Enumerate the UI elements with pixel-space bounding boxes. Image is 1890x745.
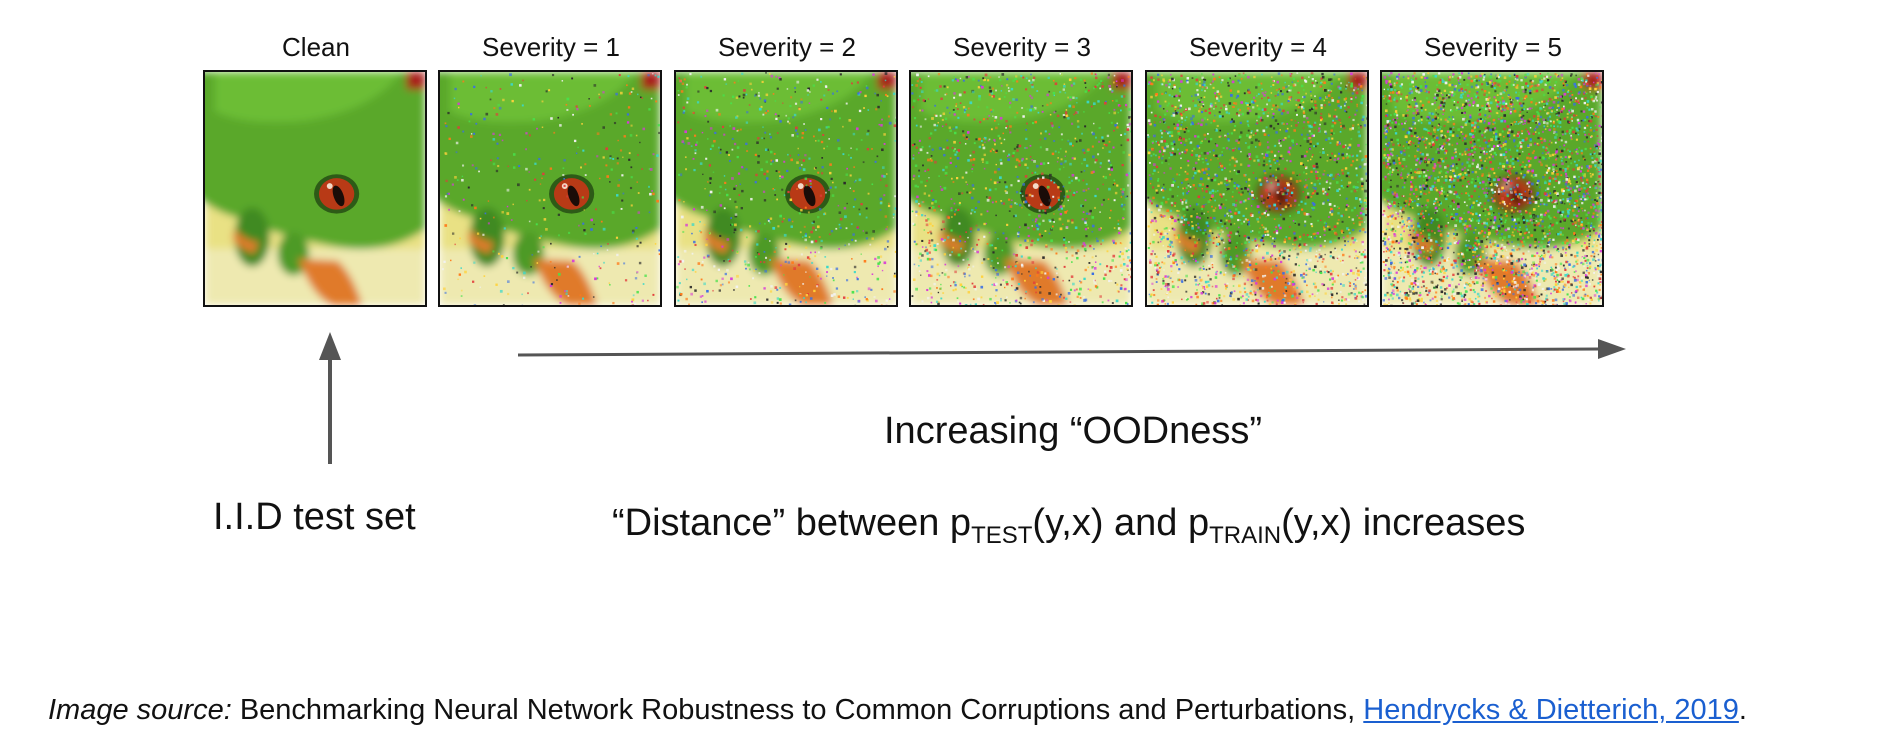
source-label: Image source: bbox=[48, 694, 232, 726]
distance-label: “Distance” between pTEST(y,x) and pTRAIN… bbox=[612, 502, 1526, 548]
distance-suffix: (y,x) increases bbox=[1281, 502, 1526, 544]
frog-image bbox=[1382, 72, 1602, 305]
frog-image bbox=[1147, 72, 1367, 305]
source-end: . bbox=[1738, 694, 1747, 726]
source-link[interactable]: Hendrycks & Dietterich, 2019 bbox=[1363, 694, 1739, 726]
increasing-oodness-label: Increasing “OODness” bbox=[884, 410, 1263, 452]
panel-title-severity-5: Severity = 5 bbox=[1423, 32, 1562, 62]
noise-layer bbox=[441, 72, 660, 305]
distance-prefix: “Distance” between p bbox=[612, 502, 972, 544]
source-text: Benchmarking Neural Network Robustness t… bbox=[231, 694, 1364, 726]
noise-layer bbox=[1382, 72, 1602, 305]
panel-title-severity-1: Severity = 1 bbox=[481, 32, 620, 62]
distance-mid: (y,x) and p bbox=[1032, 502, 1210, 544]
up-arrow bbox=[319, 332, 341, 464]
noise-layer bbox=[911, 72, 1131, 305]
image-panel-severity-4 bbox=[1145, 70, 1369, 307]
image-panel-severity-1 bbox=[438, 70, 662, 307]
iid-test-set-label: I.I.D test set bbox=[213, 496, 416, 538]
distance-sub-train: TRAIN bbox=[1209, 522, 1282, 549]
image-panel-severity-3 bbox=[909, 70, 1133, 307]
frog-image bbox=[911, 72, 1131, 305]
image-panel-severity-5 bbox=[1380, 70, 1604, 307]
noise-layer bbox=[676, 72, 896, 305]
right-arrow bbox=[517, 339, 1626, 359]
image-panel-clean bbox=[203, 70, 427, 307]
frog-image bbox=[440, 72, 660, 305]
panel-title-severity-3: Severity = 3 bbox=[952, 32, 1091, 62]
noise-layer bbox=[1147, 72, 1367, 305]
frog-image bbox=[205, 72, 425, 305]
frog-image bbox=[676, 72, 896, 305]
distance-sub-test: TEST bbox=[971, 522, 1033, 549]
panel-title-severity-4: Severity = 4 bbox=[1188, 32, 1327, 62]
image-panel-severity-2 bbox=[674, 70, 898, 307]
panel-title-clean: Clean bbox=[282, 32, 350, 62]
panel-title-severity-2: Severity = 2 bbox=[717, 32, 856, 62]
image-source-line: Image source: Benchmarking Neural Networ… bbox=[48, 694, 1747, 727]
